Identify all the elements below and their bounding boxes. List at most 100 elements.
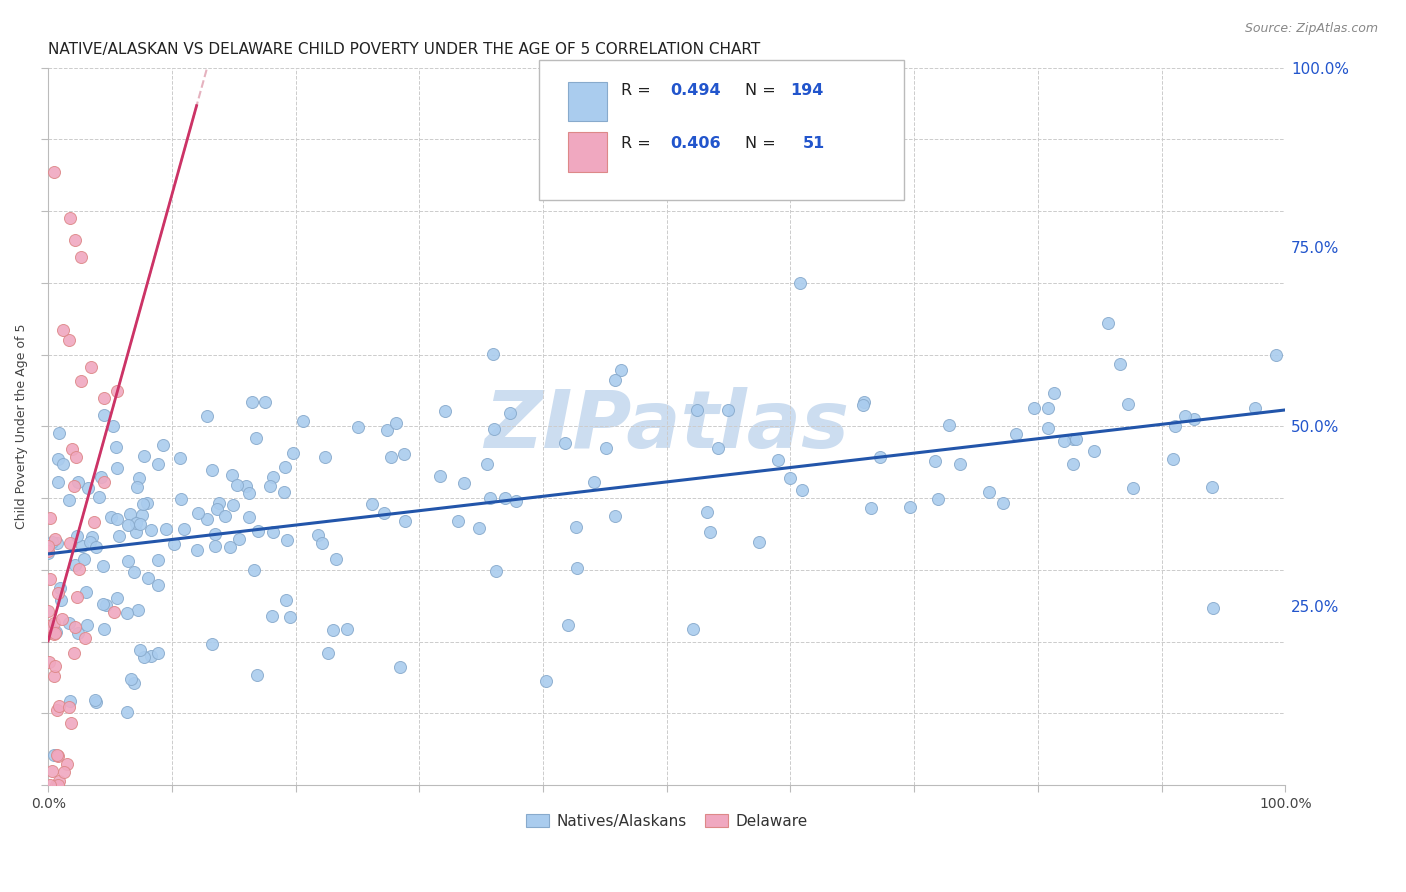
- Point: [273, 484, 295, 499]
- Point: [924, 453, 946, 467]
- Point: [83, 693, 105, 707]
- Point: [228, 532, 250, 546]
- Point: [388, 659, 411, 673]
- Point: [583, 475, 606, 489]
- Point: [1062, 432, 1084, 446]
- Point: [170, 492, 193, 507]
- Point: [131, 508, 153, 522]
- Point: [204, 527, 226, 541]
- Point: [567, 561, 589, 575]
- Point: [38, 572, 60, 586]
- Point: [494, 491, 516, 506]
- Point: [127, 480, 149, 494]
- Point: [991, 496, 1014, 510]
- Point: [132, 497, 155, 511]
- Point: [146, 646, 169, 660]
- Point: [238, 486, 260, 500]
- Point: [195, 409, 218, 424]
- Point: [132, 449, 155, 463]
- Point: [554, 435, 576, 450]
- Point: [84, 540, 107, 554]
- Point: [336, 622, 359, 636]
- Point: [155, 523, 177, 537]
- Point: [316, 646, 339, 660]
- Point: [122, 565, 145, 579]
- Point: [38, 778, 60, 792]
- Point: [195, 512, 218, 526]
- Point: [87, 490, 110, 504]
- Point: [70, 250, 93, 264]
- Point: [434, 404, 457, 418]
- Point: [859, 501, 882, 516]
- Point: [1036, 421, 1059, 435]
- Point: [927, 491, 949, 506]
- Point: [346, 420, 368, 434]
- Point: [204, 539, 226, 553]
- Point: [243, 562, 266, 576]
- Point: [1022, 401, 1045, 415]
- Point: [93, 475, 115, 489]
- Point: [205, 501, 228, 516]
- Point: [278, 610, 301, 624]
- Point: [58, 492, 80, 507]
- Point: [48, 699, 70, 714]
- Point: [246, 668, 269, 682]
- Point: [115, 606, 138, 620]
- Point: [117, 517, 139, 532]
- Point: [37, 604, 59, 618]
- Point: [59, 535, 82, 549]
- Point: [91, 597, 114, 611]
- Point: [128, 643, 150, 657]
- Point: [58, 333, 80, 347]
- Point: [141, 648, 163, 663]
- Point: [482, 347, 505, 361]
- Point: [60, 442, 83, 456]
- Point: [311, 536, 333, 550]
- Point: [1064, 432, 1087, 446]
- Point: [96, 598, 118, 612]
- Point: [169, 451, 191, 466]
- Point: [499, 406, 522, 420]
- Point: [186, 542, 208, 557]
- Point: [307, 527, 329, 541]
- Point: [259, 478, 281, 492]
- Point: [77, 481, 100, 495]
- Point: [1174, 409, 1197, 423]
- Point: [325, 552, 347, 566]
- Point: [385, 417, 408, 431]
- Point: [135, 496, 157, 510]
- Point: [484, 422, 506, 436]
- Point: [63, 558, 86, 573]
- Point: [478, 491, 501, 505]
- Point: [101, 419, 124, 434]
- Text: 51: 51: [803, 136, 825, 151]
- Point: [254, 395, 277, 409]
- Point: [44, 669, 66, 683]
- Point: [605, 508, 627, 523]
- Point: [44, 164, 66, 178]
- Point: [105, 461, 128, 475]
- Point: [322, 624, 344, 638]
- Point: [115, 706, 138, 720]
- Point: [63, 479, 86, 493]
- Point: [51, 612, 73, 626]
- Point: [52, 323, 75, 337]
- Point: [281, 445, 304, 459]
- Point: [1184, 412, 1206, 426]
- Point: [59, 715, 82, 730]
- Point: [565, 520, 588, 534]
- Point: [93, 391, 115, 405]
- Point: [468, 520, 491, 534]
- Point: [67, 562, 90, 576]
- Point: [91, 558, 114, 573]
- Point: [46, 778, 69, 792]
- Point: [1116, 397, 1139, 411]
- Point: [58, 615, 80, 630]
- Point: [51, 593, 73, 607]
- Point: [221, 468, 243, 483]
- Point: [66, 529, 89, 543]
- Legend: Natives/Alaskans, Delaware: Natives/Alaskans, Delaware: [520, 807, 814, 835]
- Point: [63, 620, 86, 634]
- Point: [80, 359, 103, 374]
- Point: [46, 536, 69, 550]
